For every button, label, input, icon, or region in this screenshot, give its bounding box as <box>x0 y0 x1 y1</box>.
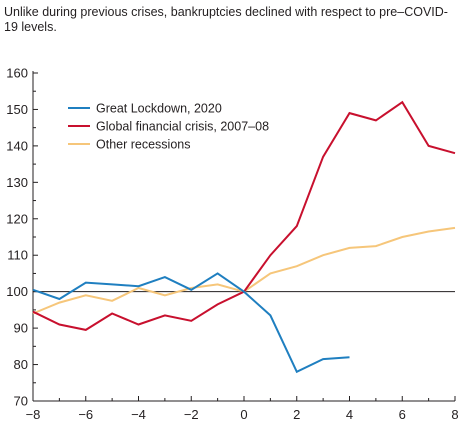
y-tick-label: 150 <box>6 102 28 117</box>
legend-label: Great Lockdown, 2020 <box>96 102 222 116</box>
x-tick-label: −4 <box>131 407 146 422</box>
legend-label: Other recessions <box>96 138 190 152</box>
y-tick-label: 120 <box>6 211 28 226</box>
chart-axes: 70 80 90 100 110 120 130 140 150 160 −8 −6 −4 −2 0 2 4 6 8 <box>6 66 458 423</box>
y-tick-label: 90 <box>14 321 28 336</box>
y-tick-label: 140 <box>6 138 28 153</box>
legend-label: Global financial crisis, 2007–08 <box>96 120 269 134</box>
y-tick-label: 160 <box>6 66 28 81</box>
x-tick-label: −8 <box>26 407 41 422</box>
series-line <box>32 226 456 315</box>
x-tick-label: 0 <box>240 407 247 422</box>
y-tick-label: 80 <box>14 357 28 372</box>
x-tick-label: 6 <box>399 407 406 422</box>
series-line <box>32 272 350 374</box>
x-tick-label: 2 <box>293 407 300 422</box>
chart-legend: Great Lockdown, 2020 Global financial cri… <box>68 102 269 152</box>
y-tick-label: 70 <box>14 394 28 409</box>
chart-subtitle: Unlike during previous crises, bankruptc… <box>4 5 448 34</box>
y-tick-label: 100 <box>6 284 28 299</box>
x-tick-label: −6 <box>78 407 93 422</box>
x-tick-label: −2 <box>184 407 199 422</box>
x-tick-label: 4 <box>346 407 353 422</box>
y-tick-label: 130 <box>6 175 28 190</box>
y-tick-label: 110 <box>7 248 28 263</box>
x-tick-label: 8 <box>451 407 458 422</box>
series-line <box>32 100 456 331</box>
chart-series <box>32 100 456 374</box>
